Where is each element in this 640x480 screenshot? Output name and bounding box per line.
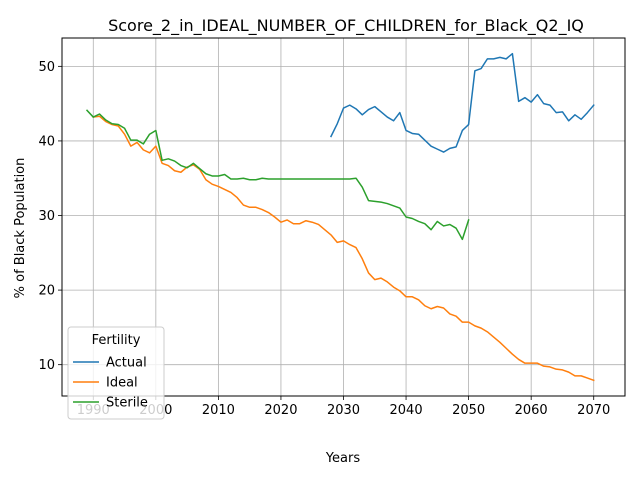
x-tick-label: 2020 xyxy=(264,403,297,418)
y-tick-label: 20 xyxy=(38,284,55,299)
x-tick-label: 2040 xyxy=(390,403,423,418)
series-line-sterile xyxy=(85,109,470,241)
legend-box xyxy=(67,326,165,420)
series-lines xyxy=(85,52,595,382)
legend-label-ideal: Ideal xyxy=(106,376,138,391)
y-tick-label: 40 xyxy=(38,134,55,149)
y-tick-label: 50 xyxy=(38,60,55,75)
legend-label-actual: Actual xyxy=(106,356,147,371)
y-tick-label: 10 xyxy=(38,358,55,373)
x-axis-label: Years xyxy=(325,451,361,466)
legend-title: Fertility xyxy=(92,333,141,348)
x-tick-label: 2060 xyxy=(515,403,548,418)
series-line-actual xyxy=(329,52,595,153)
y-tick-label: 30 xyxy=(38,209,55,224)
legend: Fertility Actual Ideal Sterile xyxy=(67,326,165,420)
x-tick-label: 2070 xyxy=(577,403,610,418)
x-tick-label: 2050 xyxy=(452,403,485,418)
grid-lines xyxy=(62,38,625,396)
legend-label-sterile: Sterile xyxy=(106,396,148,411)
chart-title: Score_2_in_IDEAL_NUMBER_OF_CHILDREN_for_… xyxy=(108,16,584,36)
y-axis: 10 20 30 40 50 xyxy=(38,60,62,373)
y-axis-label: % of Black Population xyxy=(13,158,28,299)
series-line-ideal xyxy=(92,115,595,382)
x-tick-label: 2030 xyxy=(327,403,360,418)
x-tick-label: 2010 xyxy=(202,403,235,418)
